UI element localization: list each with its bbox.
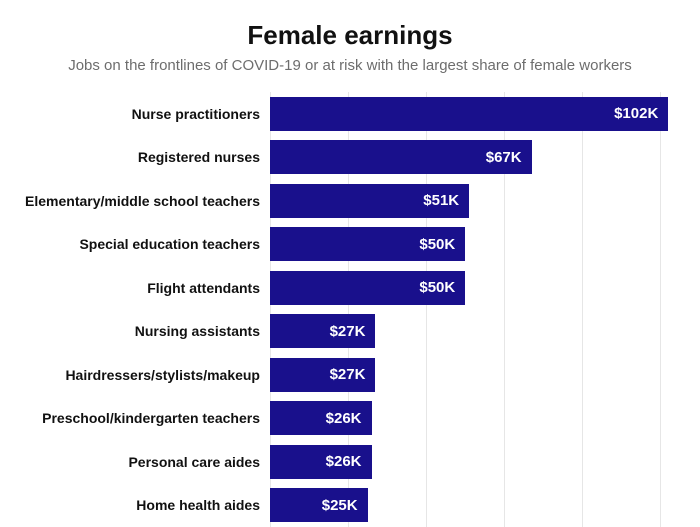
bar-rows: Nurse practitioners $102K Registered nurse…	[20, 92, 680, 527]
category-label: Preschool/kindergarten teachers	[20, 410, 270, 426]
bar-row: Special education teachers $50K	[20, 223, 680, 267]
value-label: $51K	[423, 192, 459, 209]
bar: $50K	[270, 271, 465, 305]
category-label: Home health aides	[20, 497, 270, 513]
bar-row: Home health aides $25K	[20, 484, 680, 527]
bar: $27K	[270, 314, 375, 348]
chart-subtitle: Jobs on the frontlines of COVID-19 or at…	[20, 57, 680, 74]
bar: $26K	[270, 401, 372, 435]
chart-title: Female earnings	[20, 20, 680, 51]
earnings-bar-chart: Female earnings Jobs on the frontlines o…	[0, 0, 700, 525]
bar-track: $26K	[270, 397, 680, 441]
value-label: $67K	[486, 149, 522, 166]
category-label: Nursing assistants	[20, 323, 270, 339]
category-label: Special education teachers	[20, 236, 270, 252]
bar-track: $25K	[270, 484, 680, 527]
bar: $25K	[270, 488, 368, 522]
bar: $67K	[270, 140, 532, 174]
bar-track: $67K	[270, 136, 680, 180]
value-label: $27K	[330, 323, 366, 340]
bar-row: Flight attendants $50K	[20, 266, 680, 310]
value-label: $50K	[419, 279, 455, 296]
bar-row: Registered nurses $67K	[20, 136, 680, 180]
bar: $102K	[270, 97, 668, 131]
bar-track: $51K	[270, 179, 680, 223]
bar-row: Nursing assistants $27K	[20, 310, 680, 354]
value-label: $26K	[326, 410, 362, 427]
bar-row: Personal care aides $26K	[20, 440, 680, 484]
category-label: Hairdressers/stylists/makeup	[20, 367, 270, 383]
value-label: $50K	[419, 236, 455, 253]
plot-area: Nurse practitioners $102K Registered nurse…	[20, 92, 680, 527]
category-label: Personal care aides	[20, 454, 270, 470]
value-label: $102K	[614, 105, 658, 122]
bar: $51K	[270, 184, 469, 218]
bar-track: $50K	[270, 266, 680, 310]
bar-row: Nurse practitioners $102K	[20, 92, 680, 136]
category-label: Flight attendants	[20, 280, 270, 296]
category-label: Registered nurses	[20, 149, 270, 165]
bar-track: $26K	[270, 440, 680, 484]
value-label: $27K	[330, 366, 366, 383]
bar-track: $50K	[270, 223, 680, 267]
bar: $50K	[270, 227, 465, 261]
category-label: Elementary/middle school teachers	[20, 193, 270, 209]
value-label: $25K	[322, 497, 358, 514]
bar-track: $102K	[270, 92, 680, 136]
value-label: $26K	[326, 453, 362, 470]
bar: $26K	[270, 445, 372, 479]
bar-row: Elementary/middle school teachers $51K	[20, 179, 680, 223]
category-label: Nurse practitioners	[20, 106, 270, 122]
bar-row: Hairdressers/stylists/makeup $27K	[20, 353, 680, 397]
bar-row: Preschool/kindergarten teachers $26K	[20, 397, 680, 441]
bar-track: $27K	[270, 353, 680, 397]
bar-track: $27K	[270, 310, 680, 354]
bar: $27K	[270, 358, 375, 392]
